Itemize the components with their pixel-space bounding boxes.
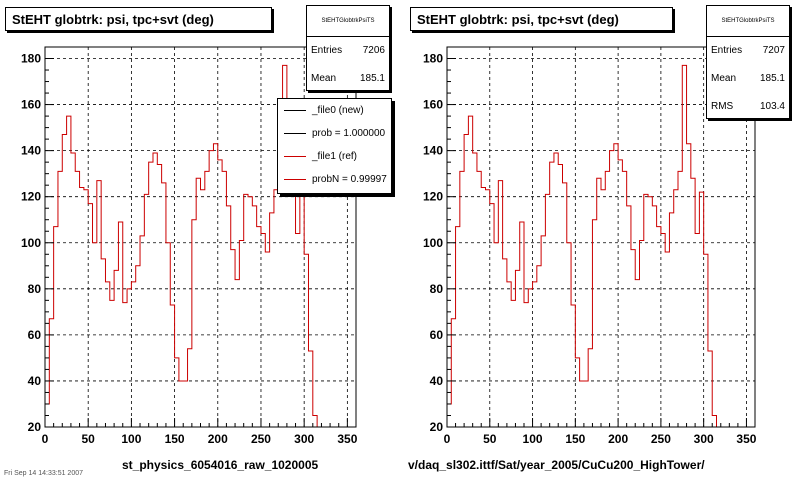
- histogram-series: [446, 64, 717, 427]
- legend-label: _file0 (new): [312, 105, 364, 116]
- y-tick-label: 140: [423, 144, 443, 158]
- timestamp-footer: Fri Sep 14 14:33:51 2007: [4, 470, 84, 477]
- x-tick-label: 250: [251, 432, 271, 446]
- y-tick-label: 80: [430, 282, 444, 296]
- stats-name: StEHTGlobtrkPsiTS: [307, 6, 389, 37]
- y-tick-label: 160: [423, 98, 443, 112]
- stats-name: StEHTGlobtrkPsiTS: [707, 6, 789, 37]
- y-tick-label: 180: [21, 52, 41, 66]
- stats-value: 7206: [362, 45, 385, 56]
- legend-entry: _file0 (new): [278, 99, 391, 122]
- stats-label: Entries: [711, 45, 743, 56]
- y-tick-label: 160: [21, 98, 41, 112]
- y-tick-label: 60: [28, 328, 42, 342]
- y-tick-label: 180: [423, 52, 443, 66]
- legend-swatch: [284, 179, 306, 180]
- x-tick-label: 350: [736, 432, 756, 446]
- stats-row: Entries 7206: [307, 37, 389, 65]
- stats-box: StEHTGlobtrkPsiTS Entries 7206 Mean 185.…: [306, 5, 390, 91]
- x-tick-label: 300: [294, 432, 314, 446]
- stats-value: 185.1: [359, 73, 385, 84]
- stats-row: Entries 7207: [707, 37, 789, 65]
- y-tick-label: 80: [28, 282, 42, 296]
- legend-label: _file1 (ref): [312, 151, 358, 162]
- stats-value: 103.4: [759, 101, 785, 112]
- stats-row: Mean 185.1: [307, 65, 389, 93]
- x-tick-label: 0: [42, 432, 49, 446]
- legend-entry: probN = 0.99997: [278, 168, 391, 191]
- x-tick-label: 200: [608, 432, 628, 446]
- y-tick-label: 60: [430, 328, 444, 342]
- x-tick-label: 150: [165, 432, 185, 446]
- run-caption: st_physics_6054016_raw_1020005: [122, 458, 319, 472]
- stats-row: Mean 185.1: [707, 65, 789, 93]
- y-tick-label: 20: [28, 420, 42, 434]
- stats-label: Mean: [711, 73, 737, 84]
- y-tick-label: 140: [21, 144, 41, 158]
- y-tick-label: 120: [423, 190, 443, 204]
- x-tick-label: 100: [121, 432, 141, 446]
- y-tick-label: 120: [21, 190, 41, 204]
- legend-entry: prob = 1.000000: [278, 122, 391, 145]
- y-tick-label: 40: [28, 374, 42, 388]
- legend-swatch: [284, 156, 306, 157]
- stats-label: Mean: [311, 73, 337, 84]
- run-caption: v/daq_sl302.ittf/Sat/year_2005/CuCu200_H…: [408, 458, 705, 472]
- y-tick-label: 20: [430, 420, 444, 434]
- x-tick-label: 300: [694, 432, 714, 446]
- legend: _file0 (new) prob = 1.000000 _file1 (ref…: [277, 98, 392, 194]
- y-tick-label: 100: [21, 236, 41, 250]
- x-tick-label: 150: [565, 432, 585, 446]
- stats-value: 7207: [762, 45, 785, 56]
- histogram-title: StEHT globtrk: psi, tpc+svt (deg): [5, 7, 272, 31]
- x-tick-label: 350: [337, 432, 357, 446]
- histogram-title: StEHT globtrk: psi, tpc+svt (deg): [410, 7, 673, 31]
- x-tick-label: 250: [651, 432, 671, 446]
- legend-label: probN = 0.99997: [312, 174, 387, 185]
- x-tick-label: 0: [444, 432, 451, 446]
- stats-label: Entries: [311, 45, 343, 56]
- y-tick-label: 40: [430, 374, 444, 388]
- legend-swatch: [284, 110, 306, 111]
- legend-entry: _file1 (ref): [278, 145, 391, 168]
- stats-row: RMS 103.4: [707, 93, 789, 121]
- stats-value: 185.1: [759, 73, 785, 84]
- x-tick-label: 100: [523, 432, 543, 446]
- legend-label: prob = 1.000000: [312, 128, 386, 139]
- x-tick-label: 200: [208, 432, 228, 446]
- legend-swatch: [284, 133, 306, 134]
- histogram-series: [44, 64, 318, 427]
- y-tick-label: 100: [423, 236, 443, 250]
- stats-box: StEHTGlobtrkPsiTS Entries 7207 Mean 185.…: [706, 5, 790, 119]
- stats-label: RMS: [711, 101, 734, 112]
- x-tick-label: 50: [483, 432, 497, 446]
- x-tick-label: 50: [82, 432, 96, 446]
